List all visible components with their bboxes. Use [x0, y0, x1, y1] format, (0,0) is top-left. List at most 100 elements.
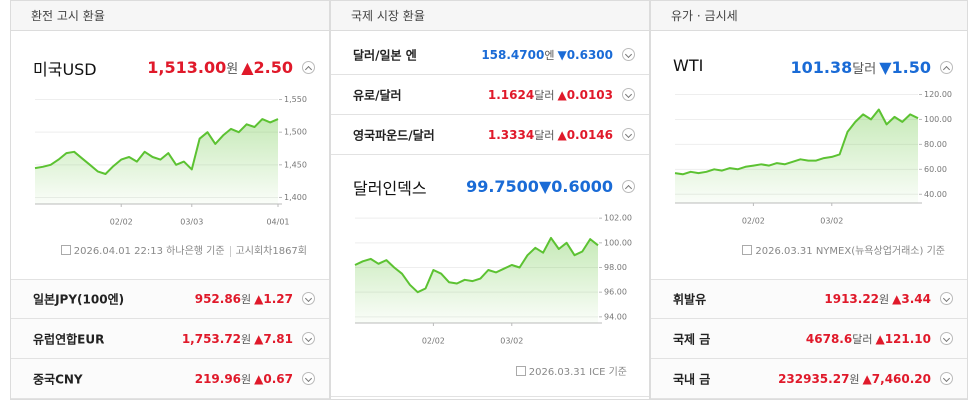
quote: 219.96원 ▲0.67	[195, 371, 293, 387]
footer-text: 2026.04.01 22:13 하나은행 기준	[73, 246, 225, 257]
collapse-button[interactable]	[622, 180, 635, 193]
footer-text: 고시회차1867회	[229, 246, 307, 257]
footer-text: 2026.03.31 ICE 기준	[528, 367, 627, 378]
panel: 환전 고시 환율 일본JPY(100엔) 952.86원 ▲1.27 유럽연합EUR 1,…	[10, 0, 330, 400]
quote: 1913.22원 ▲3.44	[824, 291, 931, 307]
rate-row: 유럽연합EUR 1,753.72원 ▲7.81	[11, 319, 329, 359]
main-quote: 미국USD 1,513.00원 ▲2.50 2026.04.01 22:13 하나은행…	[11, 31, 329, 280]
panel-title: 유가 · 금시세	[651, 1, 967, 31]
price: 1.1624	[487, 87, 535, 102]
rate-row: 중국CNY 219.96원 ▲0.67	[11, 359, 329, 399]
main-name: 미국USD	[33, 60, 97, 79]
quote: 1,513.00원 ▲2.50	[147, 58, 293, 77]
expand-button[interactable]	[622, 127, 635, 141]
arrow: ▼	[557, 47, 567, 62]
quote: 1,753.72원 ▲7.81	[182, 331, 293, 347]
arrow: ▲	[862, 371, 872, 386]
panel: 유가 · 금시세 휘발유 1913.22원 ▲3.44 국제 금 4678.6달러 ▲121…	[650, 0, 968, 400]
price: 158.4700	[481, 47, 545, 62]
price: 232935.27	[778, 371, 850, 386]
price: 99.7500	[466, 177, 539, 196]
arrow: ▲	[875, 331, 885, 346]
unit: 원	[879, 292, 890, 306]
unit: 원	[226, 62, 239, 77]
footer-note: 2026.04.01 22:13 하나은행 기준 고시회차1867회	[60, 242, 307, 257]
quote: 99.7500▼0.6000	[466, 177, 613, 196]
rate-row: 일본JPY(100엔) 952.86원 ▲1.27	[11, 279, 329, 319]
doc-icon	[60, 245, 71, 255]
doc-icon	[742, 245, 753, 255]
unit: 원	[849, 372, 860, 386]
arrow: ▲	[254, 291, 264, 306]
change: 3.44	[901, 291, 931, 306]
rate-name: 휘발유	[673, 292, 707, 306]
rate-row: 영국파운드/달러 1.3334달러 ▲0.0146	[331, 115, 649, 155]
unit: 달러	[534, 128, 555, 142]
change: 121.10	[884, 331, 931, 346]
unit: 원	[241, 292, 252, 306]
change: 2.50	[253, 58, 293, 77]
arrow: ▼	[538, 177, 552, 196]
unit: 엔	[544, 48, 555, 62]
arrow: ▼	[879, 58, 892, 77]
collapse-button[interactable]	[940, 61, 953, 74]
collapse-button[interactable]	[302, 61, 315, 74]
quote: 1.1624달러 ▲0.0103	[488, 87, 613, 103]
expand-button[interactable]	[302, 291, 315, 305]
expand-button[interactable]	[622, 47, 635, 61]
expand-button[interactable]	[940, 331, 953, 345]
change: 7,460.20	[871, 371, 931, 386]
price: 4678.6	[805, 331, 853, 346]
expand-button[interactable]	[302, 331, 315, 345]
panel-title: 환전 고시 환율	[11, 1, 329, 31]
expand-button[interactable]	[302, 371, 315, 385]
change: 1.27	[263, 291, 293, 306]
change: 0.6000	[551, 177, 613, 196]
change: 0.0146	[566, 127, 613, 142]
rate-name: 중국CNY	[33, 372, 83, 386]
arrow: ▲	[892, 291, 902, 306]
expand-button[interactable]	[622, 87, 635, 101]
expand-button[interactable]	[940, 371, 953, 385]
footer-note: 2026.03.31 ICE 기준	[515, 363, 627, 378]
footer-text: 2026.03.31 NYMEX(뉴욕상업거래소) 기준	[755, 246, 945, 257]
doc-icon	[515, 366, 526, 376]
rate-row: 휘발유 1913.22원 ▲3.44	[651, 279, 967, 319]
unit: 원	[241, 372, 252, 386]
rate-name: 국제 금	[673, 332, 711, 346]
unit: 달러	[852, 62, 877, 77]
expand-button[interactable]	[940, 291, 953, 305]
change: 7.81	[263, 331, 293, 346]
main-quote: 달러인덱스 99.7500▼0.6000 2026.03.31 ICE 기준	[331, 156, 649, 397]
panel-title: 국제 시장 환율	[331, 1, 649, 31]
price: 1,513.00	[147, 58, 227, 77]
main-name: 달러인덱스	[353, 179, 427, 198]
price: 219.96	[194, 371, 242, 386]
arrow: ▲	[241, 58, 254, 77]
quote: 952.86원 ▲1.27	[195, 291, 293, 307]
unit: 달러	[852, 332, 873, 346]
price: 952.86	[194, 291, 242, 306]
arrow: ▲	[254, 331, 264, 346]
change: 0.0103	[566, 87, 613, 102]
change: 0.67	[263, 371, 293, 386]
rate-name: 국내 금	[673, 372, 711, 386]
rate-row: 유로/달러 1.1624달러 ▲0.0103	[331, 75, 649, 115]
price: 1913.22	[824, 291, 880, 306]
main-quote: WTI 101.38달러 ▼1.50 2026.03.31 NYMEX(뉴욕상업거래소…	[651, 31, 967, 280]
price: 1.3334	[487, 127, 535, 142]
quote: 101.38달러 ▼1.50	[791, 58, 931, 77]
rate-name: 달러/일본 엔	[353, 48, 417, 62]
quote: 232935.27원 ▲7,460.20	[778, 371, 931, 387]
rate-name: 일본JPY(100엔)	[33, 292, 125, 306]
arrow: ▲	[557, 127, 567, 142]
quote: 158.4700엔 ▼0.6300	[481, 47, 613, 63]
arrow: ▲	[254, 371, 264, 386]
main-name: WTI	[673, 56, 704, 75]
unit: 달러	[534, 88, 555, 102]
rate-row: 달러/일본 엔 158.4700엔 ▼0.6300	[331, 35, 649, 75]
footer-note: 2026.03.31 NYMEX(뉴욕상업거래소) 기준	[742, 242, 945, 257]
change: 1.50	[891, 58, 931, 77]
